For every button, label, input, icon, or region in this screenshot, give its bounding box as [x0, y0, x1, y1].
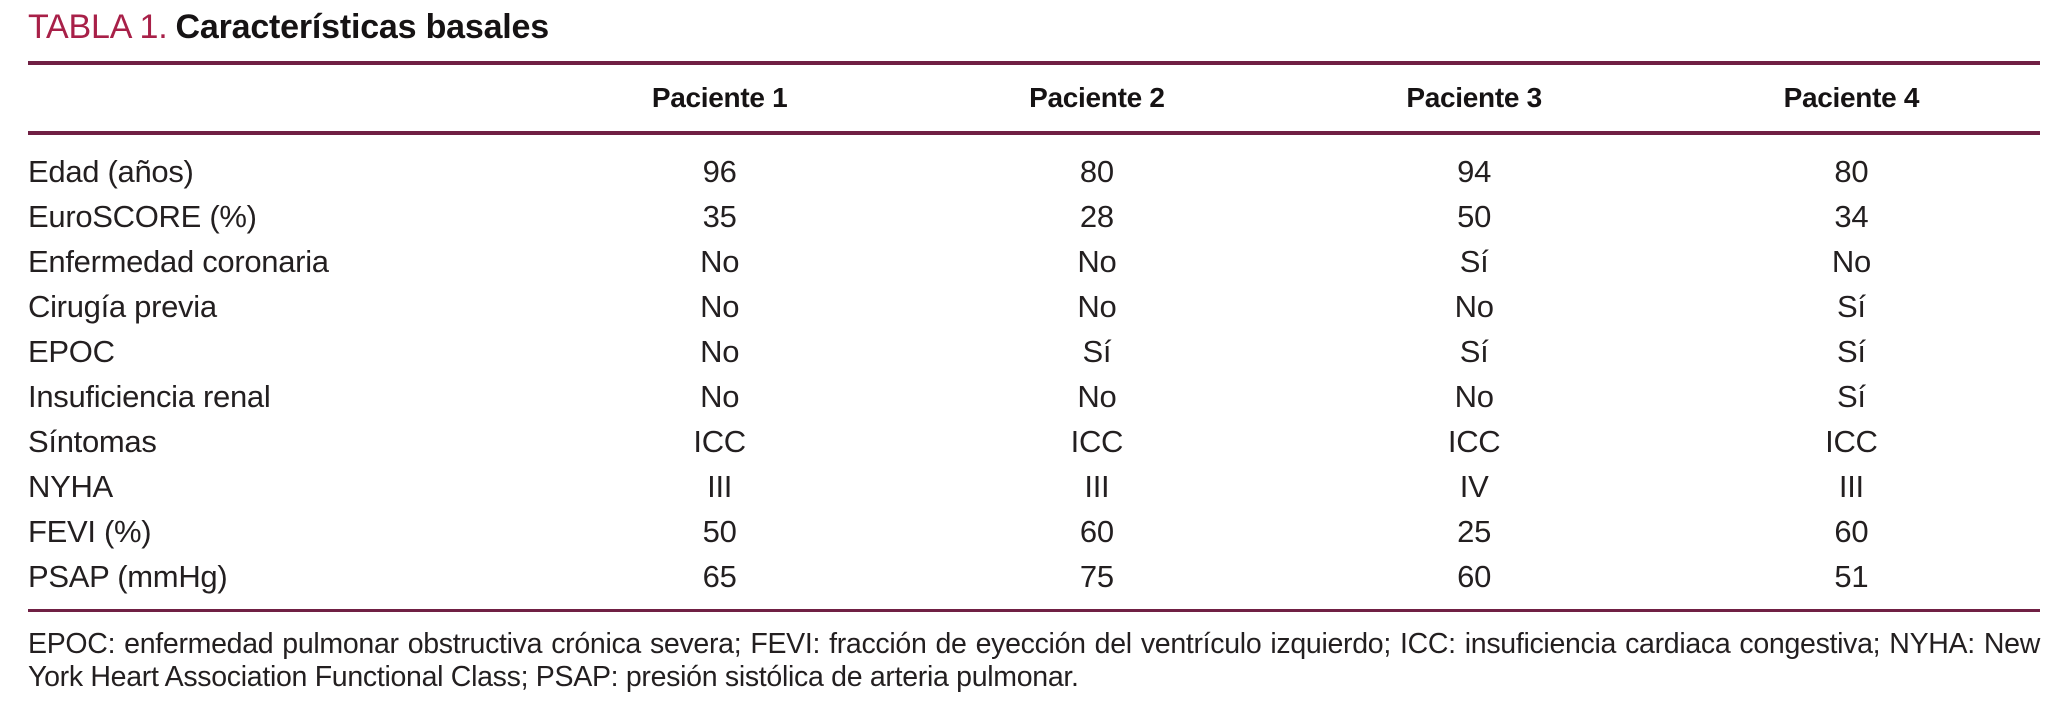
cell-value: 28 [1079, 198, 1114, 234]
cell-value: 75 [1079, 558, 1114, 594]
table-row: NYHA III III IV III [28, 464, 2040, 509]
table-header: Paciente 1 Paciente 2 Paciente 3 Pacient… [28, 63, 2040, 133]
row-label: Edad (años) [28, 153, 194, 189]
cell-value: No [700, 288, 740, 324]
cell-value: No [1077, 243, 1117, 279]
cell-value: No [700, 333, 740, 369]
table-row: FEVI (%) 50 60 25 60 [28, 509, 2040, 554]
cell-value: 80 [1079, 153, 1114, 189]
table-row: EPOC No Sí Sí Sí [28, 329, 2040, 374]
cell-value: 34 [1834, 198, 1869, 234]
cell-value: ICC [1447, 423, 1501, 459]
column-header: Paciente 2 [1029, 82, 1165, 113]
cell-value: Sí [1837, 378, 1866, 414]
cell-value: 65 [702, 558, 737, 594]
cell-value: 50 [702, 513, 737, 549]
cell-value: No [700, 243, 740, 279]
row-label: PSAP (mmHg) [28, 558, 228, 594]
row-label: FEVI (%) [28, 513, 152, 549]
cell-value: III [1838, 468, 1864, 504]
corner-cell [28, 63, 531, 133]
cell-value: No [700, 378, 740, 414]
cell-value: No [1077, 288, 1117, 324]
header-row: Paciente 1 Paciente 2 Paciente 3 Pacient… [28, 63, 2040, 133]
cell-value: III [1084, 468, 1110, 504]
table-title: Características basales [175, 8, 550, 46]
cell-value: 25 [1457, 513, 1492, 549]
cell-value: IV [1459, 468, 1489, 504]
cell-value: 60 [1834, 513, 1869, 549]
table-row: PSAP (mmHg) 65 75 60 51 [28, 554, 2040, 611]
row-label: Cirugía previa [28, 288, 217, 324]
row-label: NYHA [28, 468, 113, 504]
footnote: EPOC: enfermedad pulmonar obstructiva cr… [28, 628, 2040, 693]
table-caption: TABLA 1. Características basales [28, 8, 2040, 46]
cell-value: 35 [702, 198, 737, 234]
cell-value: 51 [1834, 558, 1869, 594]
cell-value: ICC [693, 423, 746, 459]
cell-value: Sí [1837, 333, 1866, 369]
cell-value: Sí [1459, 333, 1489, 369]
table-row: Cirugía previa No No No Sí [28, 284, 2040, 329]
cell-value: No [1454, 288, 1494, 324]
table-row: Insuficiencia renal No No No Sí [28, 374, 2040, 419]
column-header: Paciente 4 [1783, 82, 1920, 113]
cell-value: ICC [1825, 423, 1878, 459]
cell-value: 96 [702, 153, 737, 189]
cell-value: Sí [1837, 288, 1866, 324]
cell-value: No [1454, 378, 1494, 414]
cell-value: 50 [1457, 198, 1492, 234]
table-row: EuroSCORE (%) 35 28 50 34 [28, 194, 2040, 239]
table-container: TABLA 1. Características basales Paciente… [28, 8, 2040, 694]
cell-value: 94 [1457, 153, 1492, 189]
column-header: Paciente 3 [1406, 82, 1542, 113]
table-row: Edad (años) 96 80 94 80 [28, 133, 2040, 194]
table-number: TABLA 1. [28, 8, 168, 46]
cell-value: Sí [1459, 243, 1489, 279]
row-label: EPOC [28, 333, 115, 369]
cell-value: III [707, 468, 733, 504]
cell-value: No [1831, 243, 1871, 279]
table-row: Síntomas ICC ICC ICC ICC [28, 419, 2040, 464]
cell-value: 60 [1079, 513, 1114, 549]
cell-value: Sí [1082, 333, 1112, 369]
table-body: Edad (años) 96 80 94 80 EuroSCORE (%) 35 28 50 34… [28, 133, 2040, 611]
row-label: Enfermedad coronaria [28, 243, 329, 279]
row-label: Síntomas [28, 423, 157, 459]
table-row: Enfermedad coronaria No No Sí No [28, 239, 2040, 284]
column-header: Paciente 1 [651, 82, 788, 113]
cell-value: No [1077, 378, 1117, 414]
cell-value: 80 [1834, 153, 1869, 189]
baseline-characteristics-table: Paciente 1 Paciente 2 Paciente 3 Pacient… [28, 61, 2040, 612]
cell-value: ICC [1070, 423, 1124, 459]
row-label: EuroSCORE (%) [28, 198, 257, 234]
cell-value: 60 [1457, 558, 1492, 594]
row-label: Insuficiencia renal [28, 378, 271, 414]
